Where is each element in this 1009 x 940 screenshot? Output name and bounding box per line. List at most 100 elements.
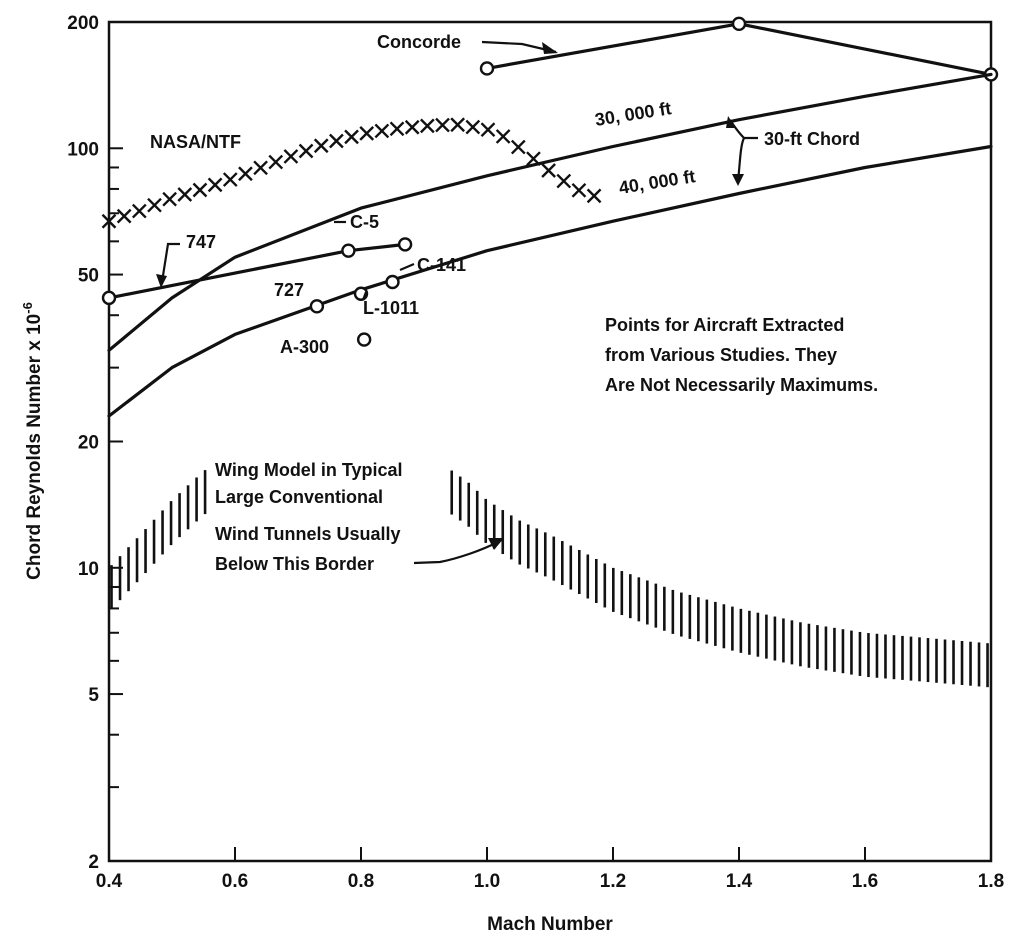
x-tick-label: 1.4	[726, 871, 753, 892]
y-tick-label: 10	[78, 559, 99, 580]
series-line	[107, 144, 993, 418]
y-axis-title-base: Chord Reynolds Number x 10	[24, 314, 45, 580]
ntf-cross-mark	[131, 203, 147, 219]
data-point	[397, 237, 413, 252]
ntf-cross-mark	[571, 182, 587, 198]
label-nasa-ntf: NASA/NTF	[150, 132, 241, 152]
wing-note-line-4: Below This Border	[215, 554, 374, 574]
y-axis-ticks: 2 5 10 20 50 100 200	[67, 13, 123, 873]
data-point	[309, 299, 325, 314]
label-c141: C-141	[417, 255, 466, 275]
y-tick-label: 5	[88, 685, 99, 706]
label-a300: A-300	[280, 337, 329, 357]
ntf-cross-mark	[222, 172, 238, 187]
series-line	[485, 22, 993, 76]
ntf-cross-mark	[541, 163, 556, 178]
label-c5: C-5	[350, 212, 379, 232]
ntf-cross-mark	[177, 187, 193, 202]
ntf-cross-mark	[238, 166, 253, 182]
y-axis-title: Chord Reynolds Number x 10-6	[20, 302, 45, 580]
y-tick-label: 200	[67, 13, 99, 34]
leader-c141	[399, 262, 415, 272]
series-wing-model-in-typical-large-conventional-wind-tunnels	[110, 470, 989, 688]
x-axis-ticks: 0.4 0.6 0.8 1.0 1.2 1.4 1.6 1.8	[96, 847, 1004, 892]
x-tick-label: 1.8	[978, 871, 1004, 892]
label-40000ft: 40, 000 ft	[617, 166, 696, 198]
label-concorde: Concorde	[377, 32, 461, 52]
data-point	[101, 290, 117, 306]
leader-747	[160, 242, 180, 283]
x-tick-label: 1.6	[852, 871, 878, 892]
data-point	[731, 16, 747, 32]
data-point	[356, 332, 372, 347]
ntf-cross-mark	[495, 129, 511, 144]
x-axis-title: Mach Number	[487, 914, 613, 935]
leader-l1011	[361, 291, 368, 301]
data-point	[341, 243, 356, 258]
label-30ft-chord: 30-ft Chord	[764, 129, 860, 149]
ntf-cross-mark	[268, 154, 284, 170]
x-tick-label: 0.6	[222, 871, 248, 892]
ntf-cross-mark	[344, 129, 359, 145]
x-tick-label: 0.4	[96, 871, 123, 892]
ntf-cross-mark	[510, 139, 526, 155]
ntf-cross-mark	[147, 197, 162, 213]
chord-arrowhead-down	[732, 174, 744, 186]
points-note-line-2: from Various Studies. They	[605, 345, 837, 365]
ntf-cross-mark	[450, 117, 466, 133]
ntf-cross-mark	[283, 149, 299, 164]
arrow-wing-note	[413, 541, 499, 565]
label-727: 727	[274, 280, 304, 300]
wing-note-line-1: Wing Model in Typical	[215, 460, 403, 480]
ntf-cross-mark	[359, 126, 375, 141]
y-tick-label: 100	[67, 139, 99, 160]
series-c-141	[385, 274, 400, 290]
points-note: Points for Aircraft Extracted from Vario…	[605, 315, 878, 395]
data-point	[479, 61, 495, 76]
ntf-cross-mark	[586, 188, 602, 204]
points-note-line-1: Points for Aircraft Extracted	[605, 315, 844, 335]
ntf-cross-mark	[162, 191, 177, 207]
ntf-cross-mark	[389, 121, 405, 137]
ntf-cross-mark	[526, 151, 541, 167]
ntf-cross-mark	[435, 117, 450, 133]
annotations: Concorde NASA/NTF 30, 000 ft 40, 000 ft …	[150, 32, 878, 574]
series-747	[101, 237, 413, 306]
arrowhead-747	[156, 274, 167, 288]
ntf-cross-mark	[116, 208, 132, 224]
label-30000ft: 30, 000 ft	[593, 98, 672, 130]
data-point	[385, 274, 400, 290]
ntf-cross-mark	[374, 123, 390, 139]
y-tick-label: 50	[78, 266, 99, 287]
series-30-000-ft	[107, 72, 993, 352]
ntf-cross-mark	[465, 119, 481, 135]
wing-note: Wing Model in Typical Large Conventional…	[215, 460, 408, 574]
x-tick-label: 0.8	[348, 871, 374, 892]
y-axis-title-exponent: -6	[20, 302, 35, 314]
ntf-cross-mark	[419, 118, 435, 134]
ntf-cross-mark	[253, 160, 268, 176]
ntf-cross-mark	[329, 133, 344, 149]
ntf-cross-mark	[192, 182, 208, 198]
series-a-300	[356, 332, 372, 347]
ntf-cross-mark	[298, 143, 314, 159]
arrowhead-concorde	[542, 42, 558, 54]
y-tick-label: 2	[88, 852, 99, 873]
x-tick-label: 1.0	[474, 871, 500, 892]
label-747: 747	[186, 232, 216, 252]
series-40-000-ft	[107, 144, 993, 418]
wing-note-line-3: Wind Tunnels Usually	[215, 524, 401, 544]
series-727	[309, 299, 325, 314]
y-tick-label: 20	[78, 433, 99, 454]
wing-note-line-2: Large Conventional	[215, 487, 383, 507]
ntf-cross-mark	[207, 177, 223, 193]
ntf-cross-mark	[404, 119, 420, 135]
series-layer	[101, 16, 999, 688]
arrowhead-wing-note	[488, 538, 504, 550]
ntf-cross-mark	[101, 213, 117, 229]
series-nasa-ntf	[101, 117, 602, 229]
chord-arrowhead-up	[726, 116, 736, 128]
series-line	[107, 72, 993, 352]
series-concorde	[479, 16, 999, 82]
